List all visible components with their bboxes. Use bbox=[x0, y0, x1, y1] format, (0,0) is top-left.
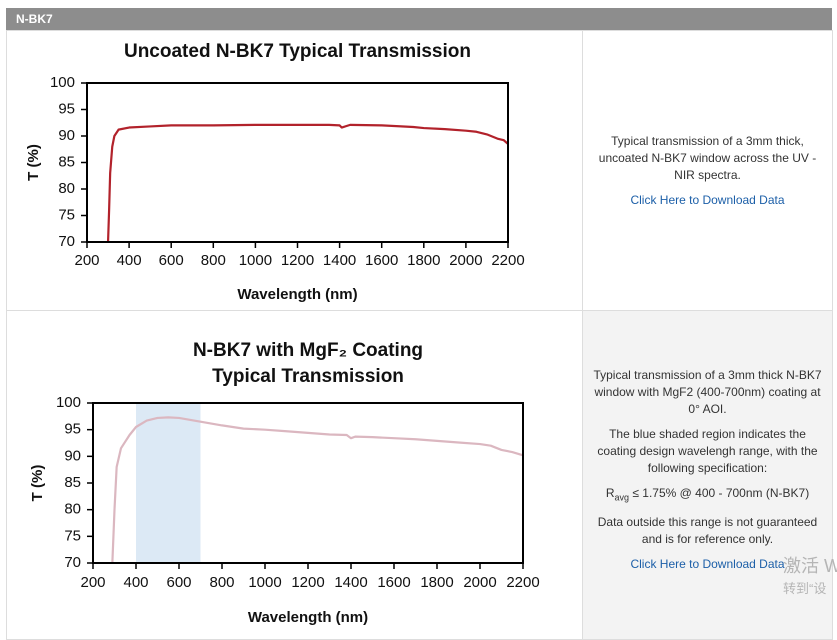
x-tick-label: 1400 bbox=[323, 252, 356, 269]
description-cell: Typical transmission of a 3mm thick N-BK… bbox=[582, 310, 833, 640]
y-tick-label: 80 bbox=[58, 180, 75, 197]
y-tick-label: 75 bbox=[64, 527, 81, 544]
x-tick-label: 1600 bbox=[377, 574, 410, 591]
spec-text: ≤ 1.75% @ 400 - 700nm (N-BK7) bbox=[632, 485, 810, 500]
x-tick-label: 1600 bbox=[365, 252, 398, 269]
download-link[interactable]: Click Here to Download Data bbox=[630, 557, 785, 572]
x-tick-label: 800 bbox=[209, 574, 234, 591]
y-tick-label: 70 bbox=[64, 554, 81, 571]
spec: Ravg ≤ 1.75% @ 400 - 700nm (N-BK7) bbox=[606, 485, 809, 506]
download-link[interactable]: Click Here to Download Data bbox=[630, 192, 785, 207]
x-tick-label: 1800 bbox=[420, 574, 453, 591]
x-tick-label: 200 bbox=[74, 252, 99, 269]
x-tick-label: 600 bbox=[166, 574, 191, 591]
x-tick-label: 800 bbox=[201, 252, 226, 269]
x-tick-label: 1800 bbox=[407, 252, 440, 269]
y-axis-label: T (%) bbox=[25, 144, 42, 181]
x-tick-label: 2000 bbox=[463, 574, 496, 591]
x-tick-label: 2200 bbox=[506, 574, 539, 591]
shaded-region bbox=[136, 403, 201, 563]
y-tick-label: 85 bbox=[64, 474, 81, 491]
chart-title: Uncoated N-BK7 Typical Transmission bbox=[124, 41, 471, 62]
y-tick-label: 95 bbox=[58, 100, 75, 117]
y-axis-label: T (%) bbox=[29, 465, 46, 502]
x-tick-label: 1000 bbox=[248, 574, 281, 591]
x-tick-label: 200 bbox=[80, 574, 105, 591]
y-tick-label: 90 bbox=[64, 447, 81, 464]
data-line bbox=[106, 123, 509, 243]
y-tick-label: 85 bbox=[58, 153, 75, 170]
description: Typical transmission of a 3mm thick, unc… bbox=[598, 133, 817, 182]
x-tick-label: 2200 bbox=[491, 252, 524, 269]
y-tick-label: 80 bbox=[64, 501, 81, 518]
header-title: N-BK7 bbox=[16, 12, 53, 26]
x-tick-label: 1400 bbox=[334, 574, 367, 591]
data-line bbox=[111, 416, 524, 564]
chart: Uncoated N-BK7 Typical Transmission Wavel… bbox=[25, 41, 525, 303]
chart: N-BK7 with MgF₂ Coating Typical Transmiss… bbox=[29, 340, 540, 626]
header-bar: N-BK7 bbox=[6, 8, 832, 30]
x-tick-label: 2000 bbox=[449, 252, 482, 269]
y-tick-label: 100 bbox=[56, 394, 81, 411]
x-tick-label: 1000 bbox=[239, 252, 272, 269]
plot-frame bbox=[92, 402, 524, 564]
spec-subscript: avg bbox=[614, 492, 629, 503]
y-tick-label: 90 bbox=[58, 127, 75, 144]
plot-frame bbox=[86, 82, 509, 243]
y-tick-label: 75 bbox=[58, 206, 75, 223]
x-tick-label: 600 bbox=[159, 252, 184, 269]
chart-title: Typical Transmission bbox=[212, 366, 404, 387]
description-cell: Typical transmission of a 3mm thick, unc… bbox=[582, 30, 833, 311]
x-tick-label: 1200 bbox=[281, 252, 314, 269]
y-tick-label: 95 bbox=[64, 421, 81, 438]
note: The blue shaded region indicates the coa… bbox=[597, 426, 818, 475]
y-tick-label: 100 bbox=[50, 74, 75, 91]
y-tick-label: 70 bbox=[58, 233, 75, 250]
x-axis-label: Wavelength (nm) bbox=[248, 609, 368, 626]
x-axis-label: Wavelength (nm) bbox=[237, 286, 357, 303]
x-tick-label: 1200 bbox=[291, 574, 324, 591]
spec-symbol: R bbox=[605, 485, 615, 500]
disclaimer: Data outside this range is not guarantee… bbox=[597, 515, 818, 547]
x-tick-label: 400 bbox=[117, 252, 142, 269]
chart-title: N-BK7 with MgF₂ Coating bbox=[193, 340, 423, 361]
x-tick-label: 400 bbox=[123, 574, 148, 591]
description: Typical transmission of a 3mm thick N-BK… bbox=[593, 367, 822, 416]
